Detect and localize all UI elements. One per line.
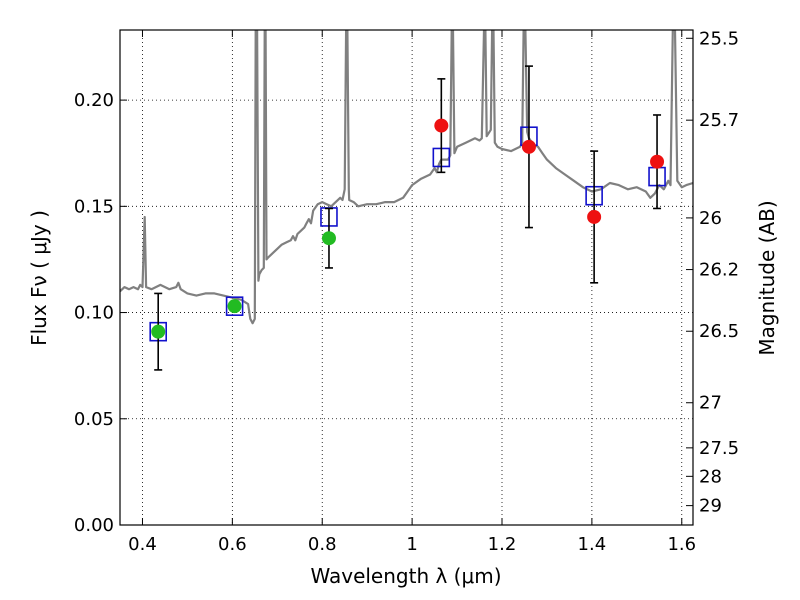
x-tick-label: 0.6 [218, 534, 247, 555]
plot-frame [119, 29, 694, 526]
mag-tick-label: 29 [699, 496, 722, 517]
x-tick-label: 0.8 [308, 534, 337, 555]
x-tick-label: 1 [406, 534, 417, 555]
y-tick-label: 0.15 [74, 196, 114, 217]
optical-data-point [227, 299, 242, 314]
data-layer [120, 30, 693, 371]
optical-data-point [321, 231, 336, 246]
x-tick-label: 1.4 [578, 534, 607, 555]
ticks: 0.4 0.6 0.8 1 1.2 1.4 1.6 0.00 0.05 0.10 0.15 0.20 2… [74, 28, 739, 555]
y-tick-label: 0.05 [74, 409, 114, 430]
nir-data-point [650, 154, 665, 169]
optical-data-point [151, 324, 166, 339]
y-axis-label: Flux Fν ( μJy ) [27, 210, 51, 346]
model-photometry-marker [225, 296, 244, 316]
nir-data-point [587, 209, 602, 224]
y-tick-label: 0.10 [74, 303, 114, 324]
mag-tick-label: 27 [699, 393, 722, 414]
mag-tick-label: 26 [699, 208, 722, 229]
x-tick-label: 1.2 [488, 534, 517, 555]
mag-tick-label: 26.5 [699, 321, 739, 342]
x-tick-label: 0.4 [128, 534, 157, 555]
model-spectrum-line [120, 30, 693, 325]
mag-tick-label: 26.2 [699, 260, 739, 281]
mag-tick-label: 25.5 [699, 28, 739, 49]
grid [120, 30, 693, 526]
y-tick-label: 0.00 [74, 515, 114, 536]
mag-tick-label: 27.5 [699, 438, 739, 459]
nir-data-point [434, 118, 449, 133]
x-tick-label: 1.6 [667, 534, 696, 555]
nir-data-point [521, 139, 536, 154]
x-axis-label: Wavelength λ (μm) [310, 564, 501, 588]
y-tick-label: 0.20 [74, 90, 114, 111]
mag-tick-label: 28 [699, 466, 722, 487]
right-y-axis-label: Magnitude (AB) [755, 200, 779, 355]
mag-tick-label: 25.7 [699, 110, 739, 131]
plot-background [120, 30, 693, 525]
